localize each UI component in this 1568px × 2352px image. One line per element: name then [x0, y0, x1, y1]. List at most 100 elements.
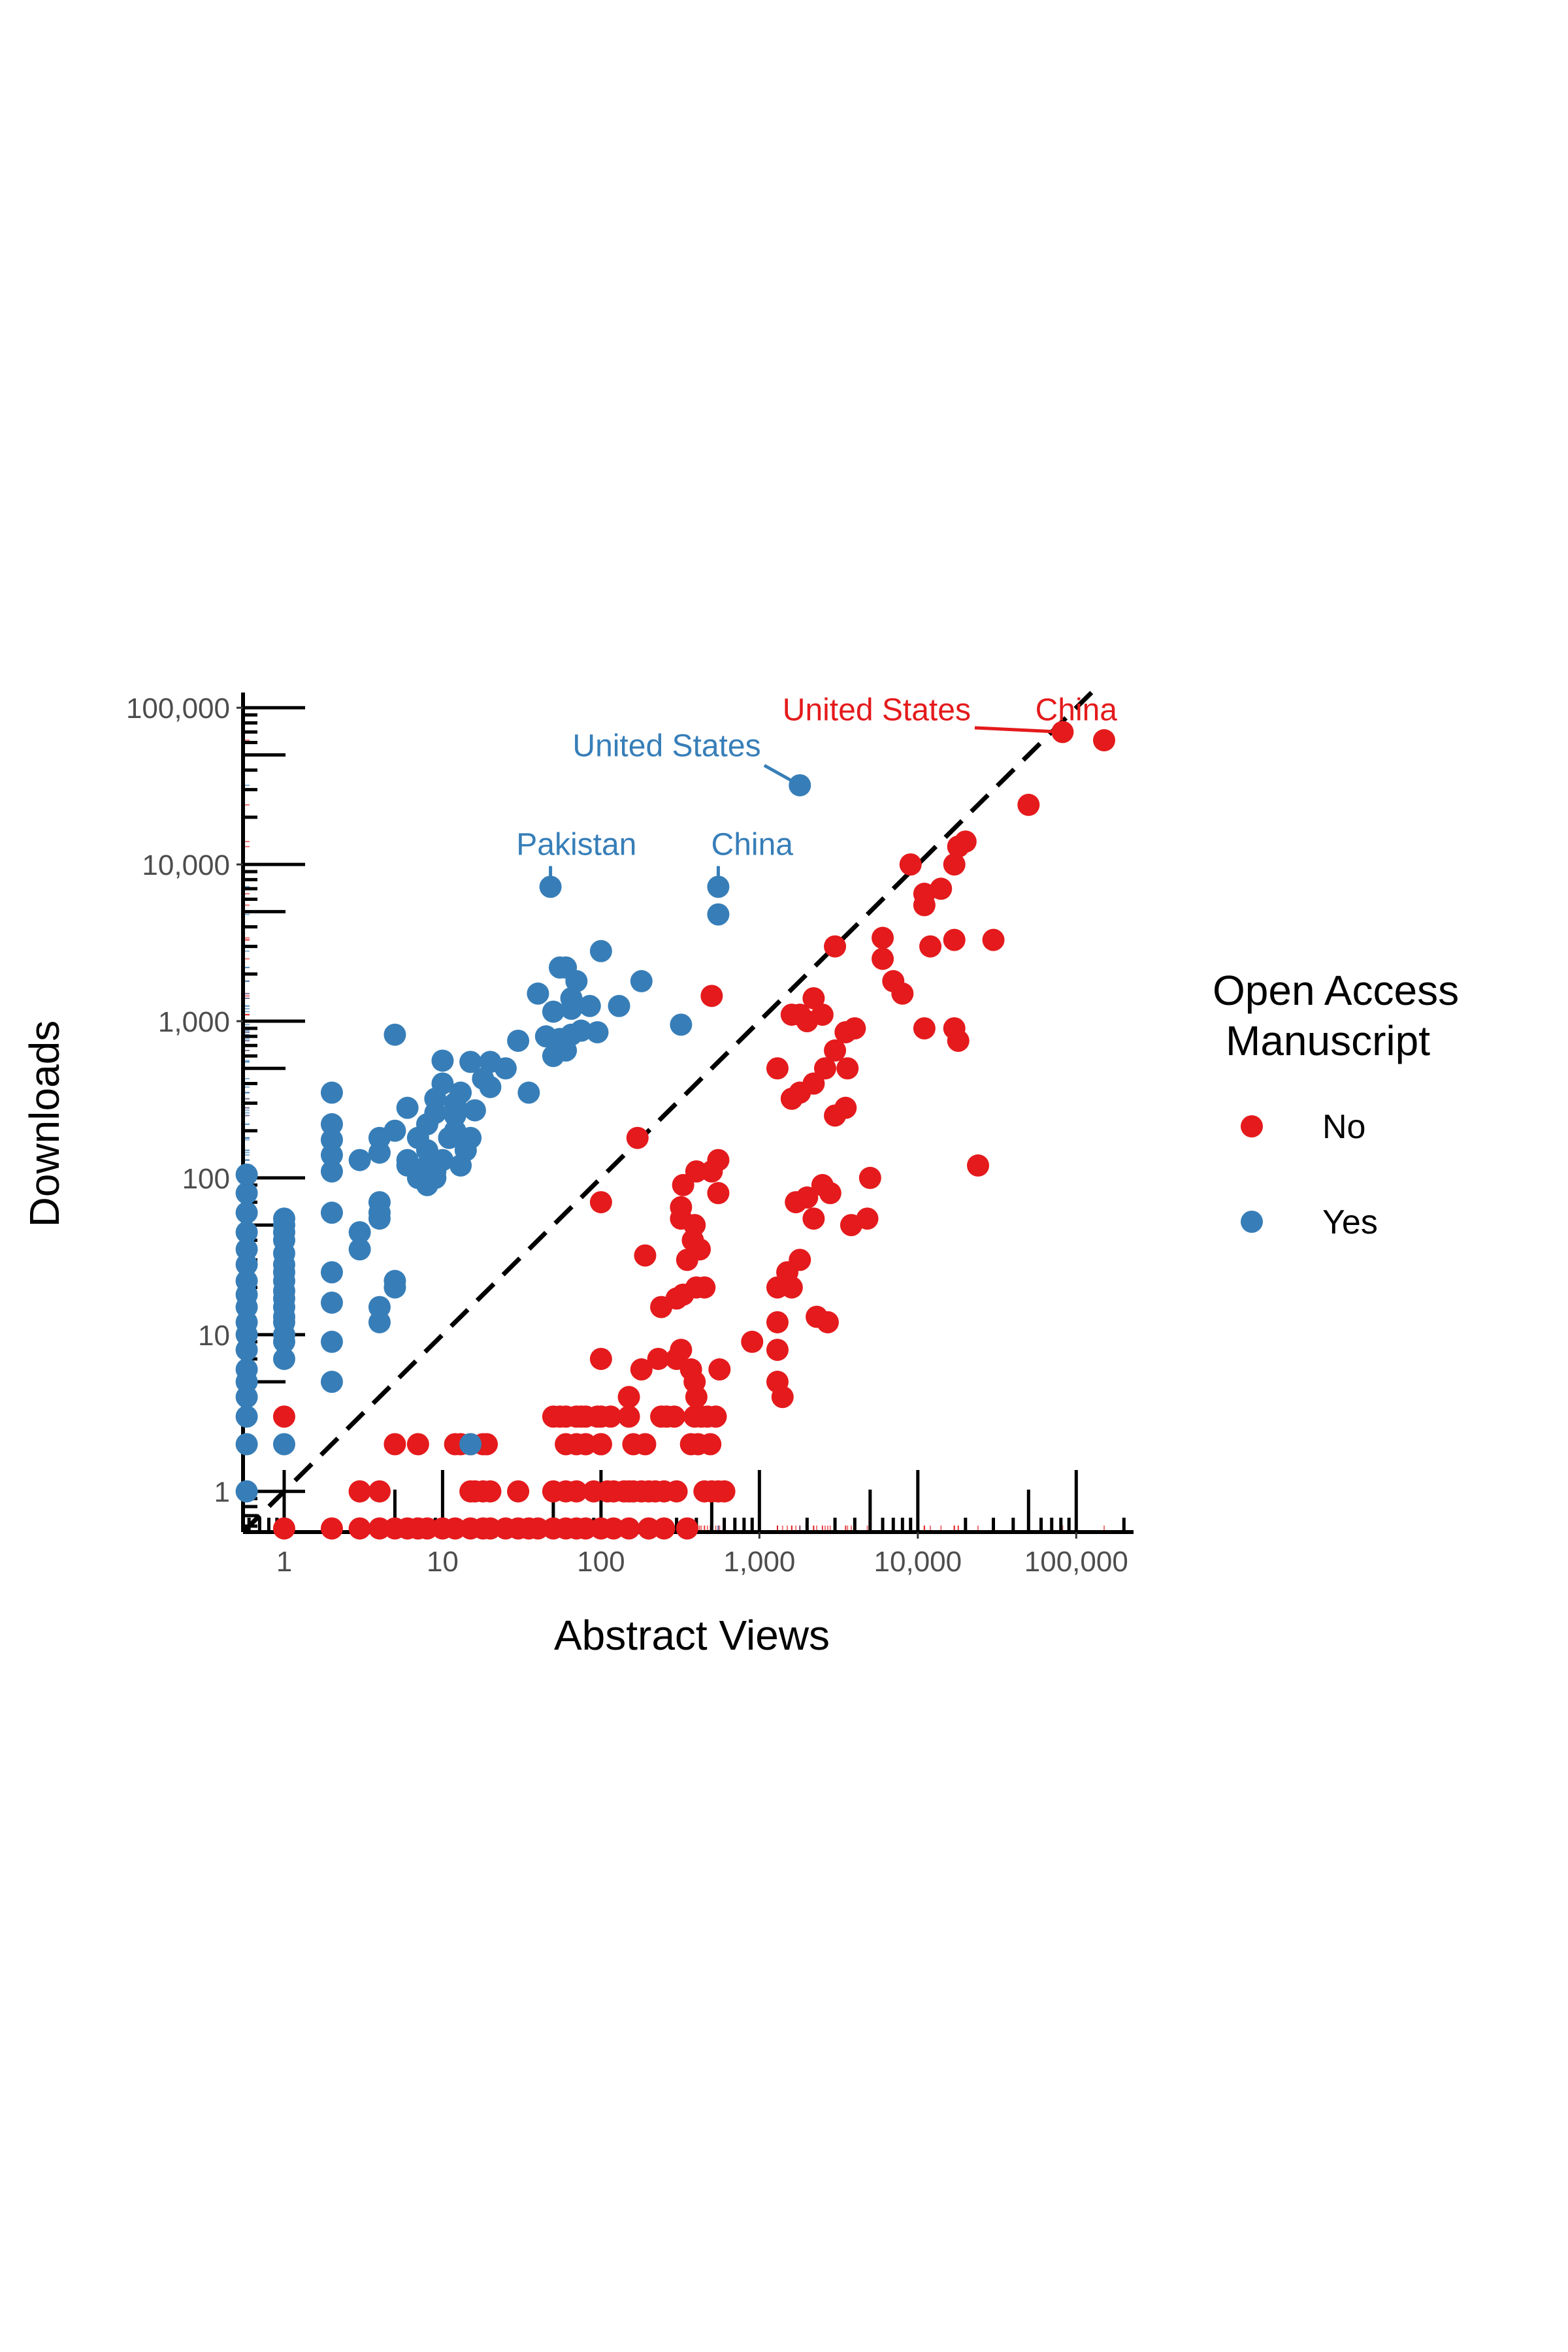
data-point: [235, 1253, 258, 1276]
data-point: [235, 1386, 258, 1409]
x-tick-label: 100,000: [1024, 1546, 1128, 1578]
data-point: [235, 1339, 258, 1362]
annotation-label: Pakistan: [516, 828, 636, 862]
data-point: [676, 1249, 698, 1271]
data-point: [586, 1021, 609, 1043]
data-point: [320, 1517, 343, 1540]
data-point: [780, 1087, 803, 1110]
data-point: [766, 1057, 789, 1080]
data-point: [943, 928, 966, 951]
data-point: [235, 1238, 258, 1261]
data-point: [967, 1154, 990, 1177]
data-point: [1017, 793, 1040, 816]
data-point: [813, 1057, 836, 1080]
data-point: [272, 1330, 295, 1353]
annotation-label: China: [1036, 693, 1118, 728]
data-point: [320, 1128, 343, 1151]
data-point: [708, 1358, 731, 1381]
data-point: [707, 1182, 730, 1205]
data-point: [459, 1051, 482, 1073]
data-point: [444, 1433, 466, 1456]
data-point: [766, 1276, 789, 1299]
data-point: [947, 835, 970, 858]
data-point: [943, 853, 966, 876]
data-point: [899, 853, 922, 876]
data-point: [320, 1261, 343, 1284]
data-point: [235, 1221, 258, 1244]
x-tick-label: 10: [427, 1546, 459, 1578]
legend-title-line-2: Manuscript: [1226, 1017, 1430, 1064]
data-point: [235, 1296, 258, 1318]
data-point: [527, 982, 549, 1005]
data-point: [766, 1339, 789, 1362]
y-tick-label: 10: [198, 1320, 230, 1352]
y-axis-title: Downloads: [21, 1021, 68, 1228]
y-tick-label: 1,000: [158, 1006, 230, 1038]
data-point: [235, 1480, 258, 1503]
data-point: [424, 1160, 447, 1183]
series-yes: [235, 774, 811, 1503]
data-point: [617, 1386, 640, 1409]
data-point: [672, 1173, 694, 1196]
data-point: [650, 1296, 673, 1318]
data-point: [555, 1433, 578, 1456]
data-point: [459, 1433, 482, 1456]
data-point: [819, 1182, 841, 1205]
data-point: [872, 926, 894, 949]
y-tick-label: 1: [214, 1477, 230, 1509]
data-point: [272, 1347, 295, 1370]
annotation-label: United States: [783, 693, 971, 728]
data-point: [368, 1207, 391, 1230]
data-point: [653, 1517, 676, 1540]
data-point: [235, 1201, 258, 1224]
data-point: [479, 1517, 502, 1540]
legend-key-no: [1241, 1115, 1263, 1137]
data-point: [578, 994, 601, 1017]
data-point: [368, 1191, 391, 1214]
data-point: [565, 1480, 588, 1503]
data-point: [348, 1238, 371, 1261]
data-point: [396, 1096, 419, 1119]
data-point: [836, 1057, 859, 1080]
reference-line-y-equals-x: [241, 691, 1094, 1534]
data-point: [713, 1480, 736, 1503]
annotation-label: China: [711, 828, 794, 862]
data-point: [608, 994, 630, 1017]
data-point: [444, 1092, 466, 1115]
data-point: [574, 1517, 597, 1540]
data-point: [406, 1433, 429, 1456]
data-point: [368, 1141, 391, 1164]
data-point: [913, 1017, 936, 1040]
data-point: [780, 1004, 803, 1026]
data-point: [589, 1191, 612, 1214]
data-point: [396, 1149, 419, 1171]
data-point: [235, 1371, 258, 1394]
data-point: [542, 1000, 564, 1023]
data-point: [630, 1358, 653, 1381]
data-point: [368, 1517, 391, 1540]
data-point: [548, 956, 571, 979]
data-point: [630, 970, 653, 992]
data-point: [320, 1201, 343, 1224]
data-point: [766, 1311, 789, 1333]
data-point: [463, 1099, 486, 1122]
data-point: [384, 1433, 406, 1456]
data-point: [320, 1330, 343, 1353]
data-point: [834, 1021, 857, 1043]
data-point: [676, 1517, 698, 1540]
data-point: [272, 1517, 295, 1540]
data-point: [943, 1017, 966, 1040]
data-point: [368, 1480, 391, 1503]
data-point: [913, 883, 936, 906]
data-point: [589, 1433, 612, 1456]
data-point: [320, 1371, 343, 1394]
data-point: [707, 875, 730, 898]
data-point: [872, 947, 894, 970]
annotation-leader: [974, 726, 1054, 734]
data-point: [1051, 721, 1074, 743]
data-point: [919, 935, 942, 958]
data-point: [539, 875, 562, 898]
data-point: [479, 1075, 502, 1098]
data-point: [693, 1276, 716, 1299]
